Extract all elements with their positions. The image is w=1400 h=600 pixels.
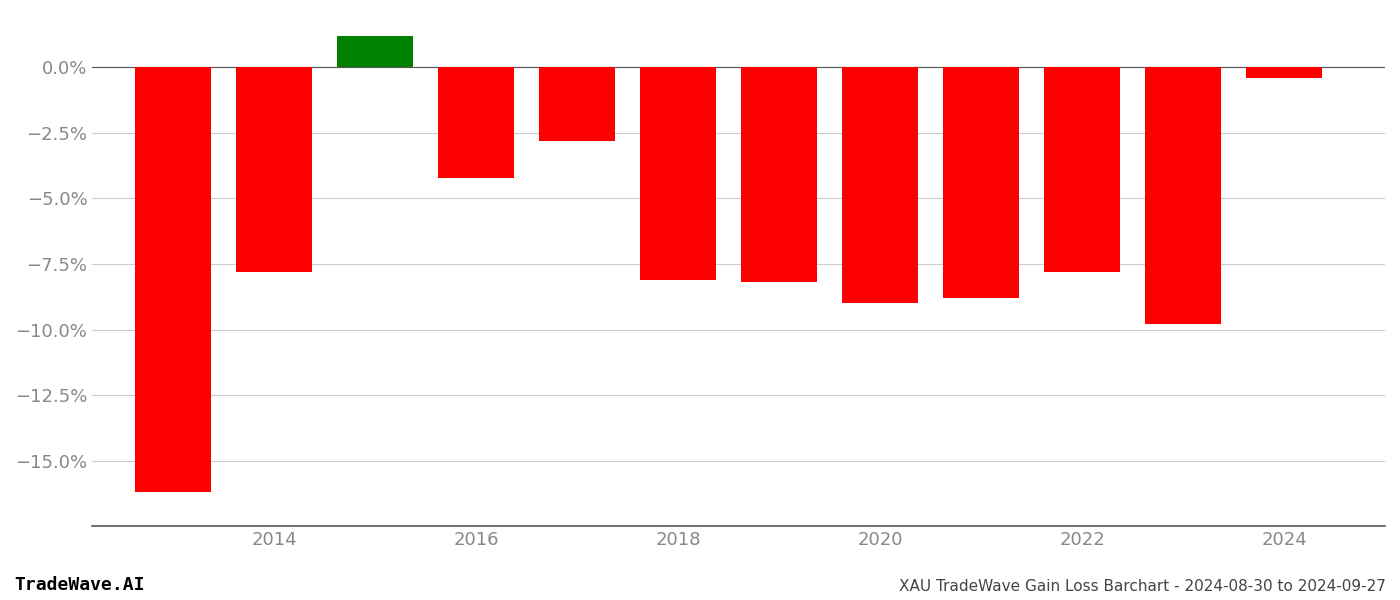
Bar: [640, 67, 715, 280]
Bar: [843, 67, 918, 304]
Bar: [136, 67, 211, 492]
Bar: [337, 36, 413, 67]
Bar: [944, 67, 1019, 298]
Bar: [741, 67, 816, 283]
Bar: [1145, 67, 1221, 325]
Bar: [1044, 67, 1120, 272]
Bar: [1246, 67, 1322, 78]
Bar: [438, 67, 514, 178]
Text: TradeWave.AI: TradeWave.AI: [14, 576, 144, 594]
Bar: [237, 67, 312, 272]
Bar: [539, 67, 615, 141]
Text: XAU TradeWave Gain Loss Barchart - 2024-08-30 to 2024-09-27: XAU TradeWave Gain Loss Barchart - 2024-…: [899, 579, 1386, 594]
